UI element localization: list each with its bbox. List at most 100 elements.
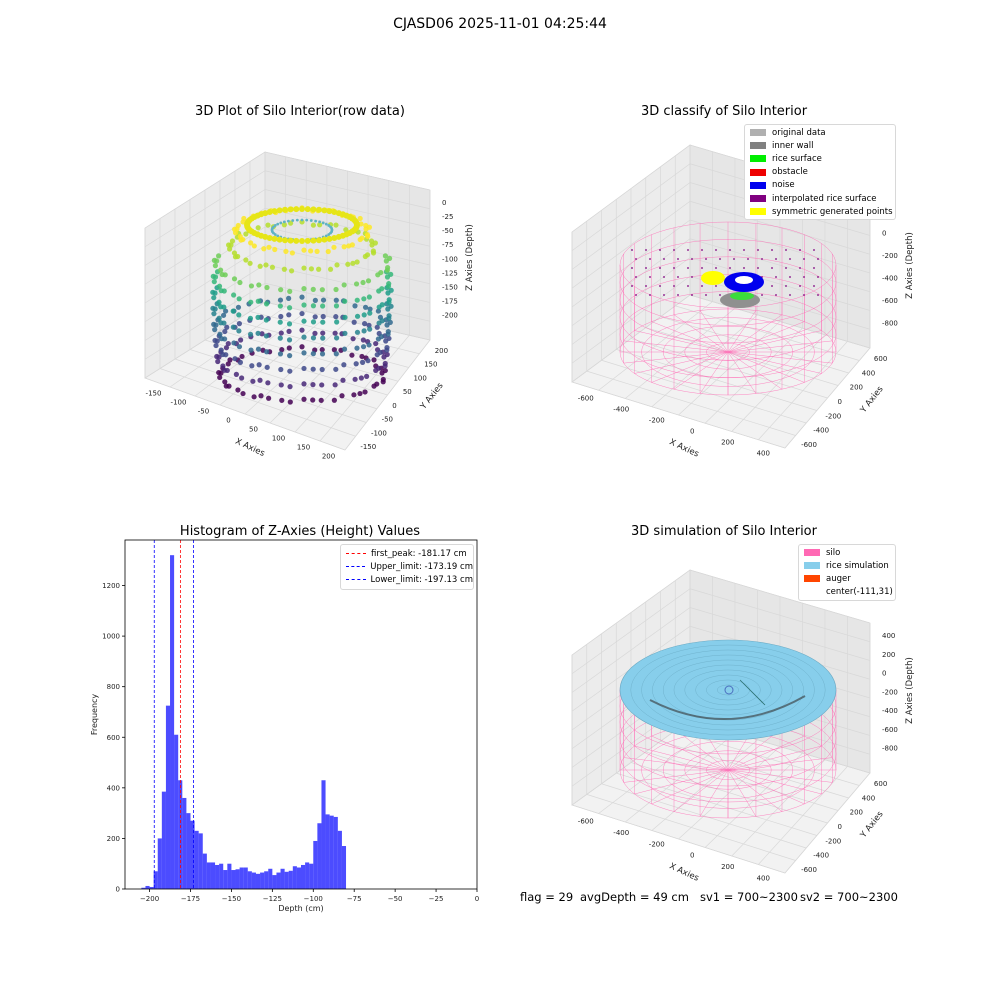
- data-point: [673, 267, 675, 269]
- legend-label: noise: [772, 180, 795, 191]
- data-point: [235, 222, 241, 229]
- legend-swatch: [750, 181, 766, 189]
- data-point: [362, 389, 368, 395]
- histogram-bar: [321, 780, 326, 889]
- data-point: [331, 234, 338, 241]
- data-point: [269, 264, 276, 270]
- data-point: [320, 335, 326, 341]
- data-point: [240, 390, 246, 397]
- data-point: [361, 296, 367, 302]
- histogram-bar: [333, 816, 338, 889]
- data-point: [386, 299, 392, 305]
- data-point: [273, 224, 277, 227]
- y-tick-label: 0: [838, 823, 842, 831]
- data-point: [301, 365, 307, 372]
- data-point: [304, 206, 311, 213]
- data-point: [286, 219, 290, 223]
- x-tick-label: -100: [171, 399, 187, 407]
- data-point: [320, 303, 326, 309]
- data-point: [279, 347, 285, 353]
- data-point: [330, 227, 334, 230]
- y-tick-label: 800: [107, 683, 120, 691]
- data-point: [286, 337, 293, 343]
- data-point: [312, 297, 318, 303]
- data-point: [236, 328, 242, 334]
- histogram-bar: [145, 885, 150, 889]
- histogram-bar: [182, 797, 187, 889]
- z-tick-label: -150: [442, 283, 458, 291]
- data-point: [277, 319, 283, 325]
- legend-entry: rice surface: [745, 152, 895, 165]
- data-point: [255, 330, 261, 336]
- x-axis-label: Depth (cm): [278, 904, 323, 913]
- data-point: [645, 249, 647, 251]
- data-point: [217, 374, 223, 381]
- data-point: [243, 231, 249, 237]
- data-point: [331, 347, 337, 353]
- data-point: [237, 359, 243, 365]
- data-point: [649, 258, 651, 260]
- data-point: [248, 240, 254, 246]
- data-point: [353, 361, 359, 367]
- histogram-bar: [251, 872, 256, 889]
- data-point: [286, 321, 293, 327]
- data-point: [212, 263, 219, 269]
- data-point: [265, 380, 271, 386]
- data-point: [257, 377, 263, 383]
- y-tick-label: 400: [107, 784, 120, 792]
- legend-swatch: [750, 129, 766, 137]
- z-tick-label: -800: [882, 320, 898, 328]
- histogram-bar: [170, 555, 175, 889]
- data-point: [320, 297, 327, 303]
- data-point: [659, 267, 661, 269]
- x-tick-label: -600: [578, 395, 594, 403]
- data-point: [350, 260, 356, 266]
- x-axis-label: X Axies: [234, 437, 267, 460]
- histogram-bar: [313, 840, 318, 889]
- legend-label: auger: [826, 573, 851, 584]
- data-point: [353, 281, 360, 287]
- data-point: [310, 335, 317, 341]
- data-point: [354, 297, 360, 303]
- data-point: [295, 218, 299, 222]
- y-tick-label: -200: [825, 837, 841, 845]
- data-point: [250, 378, 256, 384]
- data-point: [263, 301, 270, 307]
- data-point: [659, 285, 661, 287]
- histogram-bar: [260, 872, 265, 889]
- data-point: [220, 363, 226, 369]
- data-point: [281, 222, 287, 228]
- data-point: [283, 248, 289, 255]
- histogram-bar: [227, 863, 232, 889]
- data-point: [352, 303, 358, 309]
- y-tick-label: 200: [850, 384, 863, 392]
- histogram-bar: [174, 734, 179, 889]
- legend-swatch: [750, 208, 766, 216]
- x-tick-label: −200: [140, 895, 159, 903]
- histogram-bar: [161, 791, 166, 889]
- x-axis-label: X Axies: [668, 861, 701, 884]
- z-tick-label: -200: [442, 312, 458, 320]
- data-point: [216, 283, 223, 289]
- data-point: [771, 249, 773, 251]
- z-tick-label: -400: [882, 275, 898, 283]
- x-tick-label: 400: [757, 874, 770, 882]
- data-point: [362, 304, 369, 310]
- z-axis-label: Z Axies (Depth): [905, 232, 915, 299]
- data-point: [333, 366, 339, 372]
- data-point: [248, 283, 255, 289]
- data-point: [236, 344, 243, 350]
- data-point: [324, 222, 328, 226]
- y-tick-label: -100: [371, 429, 387, 437]
- data-point: [210, 273, 216, 279]
- data-point: [388, 287, 394, 293]
- data-point: [635, 294, 637, 296]
- data-point: [211, 279, 217, 285]
- x-tick-label: 100: [272, 435, 285, 443]
- data-point: [239, 375, 245, 381]
- legend-swatch: [750, 142, 766, 150]
- x-tick-label: -400: [613, 829, 629, 837]
- data-point: [367, 310, 373, 316]
- x-tick-label: -200: [649, 840, 665, 848]
- data-point: [230, 308, 236, 314]
